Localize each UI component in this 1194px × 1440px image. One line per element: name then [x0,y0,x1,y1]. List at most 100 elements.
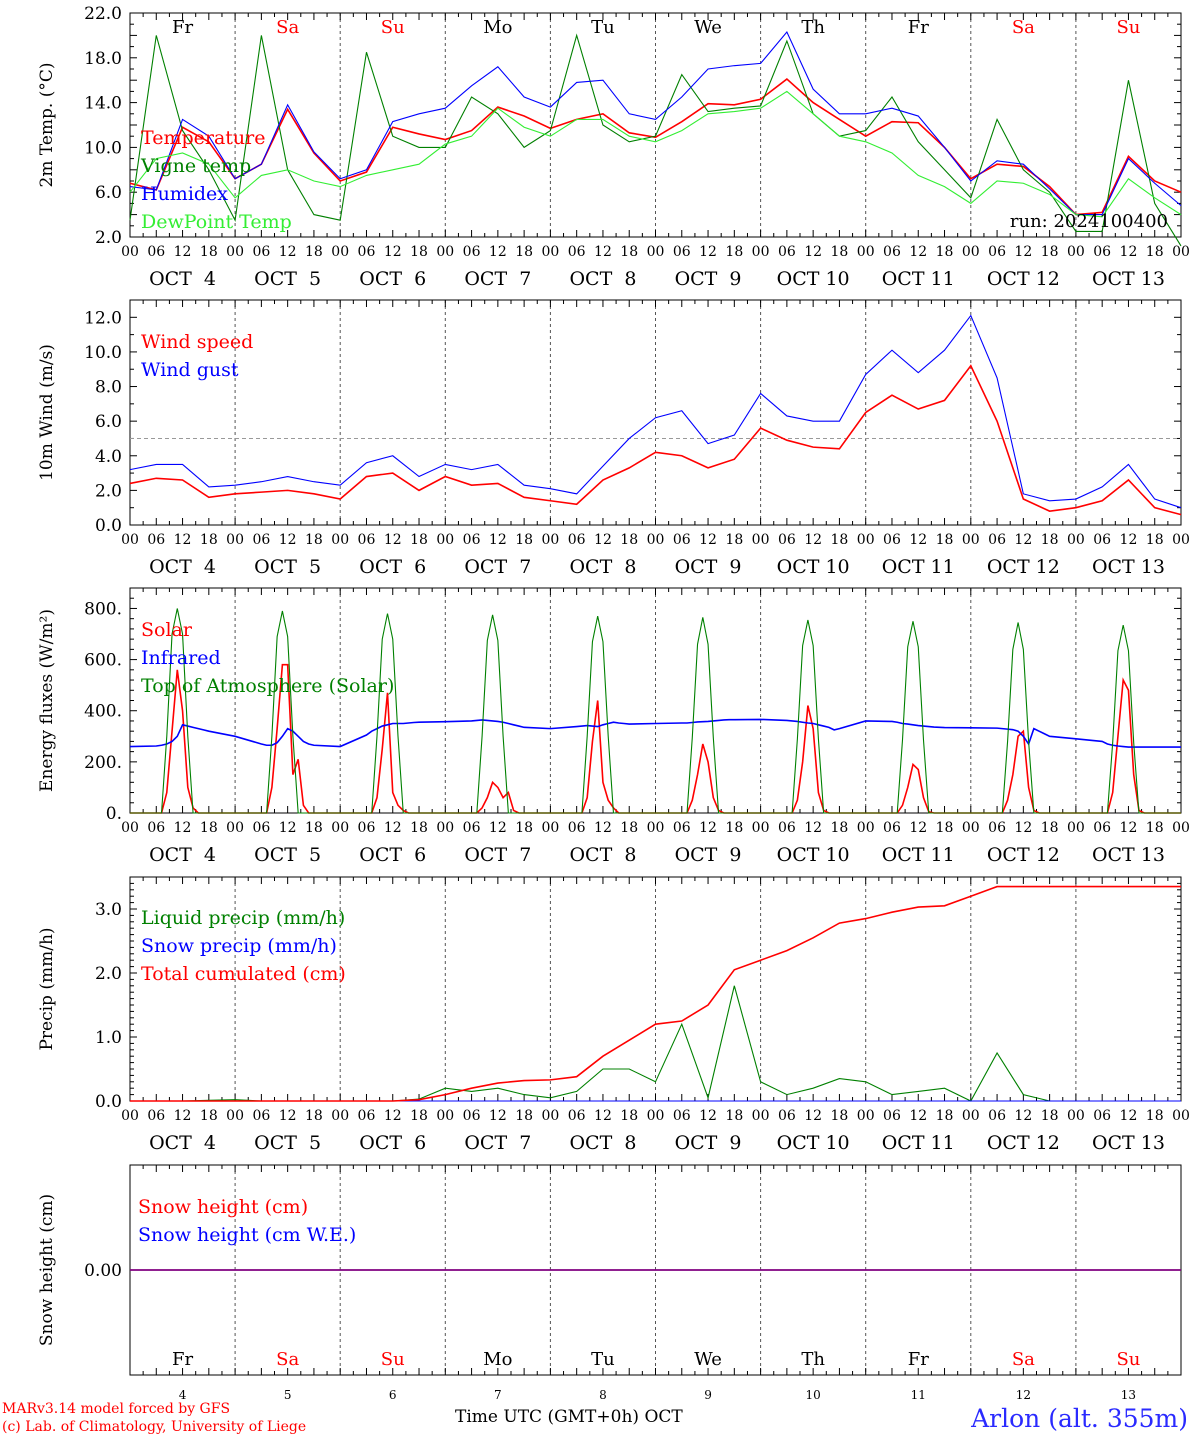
hour-label: 06 [147,244,165,260]
date-label: OCT 4 [149,556,216,578]
day-name: Th [801,1349,825,1370]
y-tick-label: 0.0 [95,1092,122,1112]
hour-label: 18 [620,532,638,548]
hour-label: 12 [804,1108,822,1124]
y-axis-title: Precip (mm/h) [37,927,57,1050]
hour-label: 06 [778,532,796,548]
date-label: OCT 6 [359,556,426,578]
hour-label: 00 [647,1108,665,1124]
hour-label: 12 [489,244,507,260]
hour-label: 00 [857,532,875,548]
hour-label: 06 [568,532,586,548]
hour-label: 12 [699,1108,717,1124]
hour-label: 18 [305,1108,323,1124]
hour-label: 00 [647,532,665,548]
hour-label: 00 [541,532,559,548]
date-label: OCT 9 [675,844,742,866]
hour-label: 00 [331,1108,349,1124]
y-tick-label: 2.0 [95,964,122,984]
day-name: Su [381,17,405,38]
hour-label: 12 [489,820,507,836]
series-line [129,314,1182,509]
hour-label: 18 [1146,1108,1164,1124]
hour-label: 06 [883,532,901,548]
y-tick-label: 10.0 [84,343,122,363]
y-tick-label: 12.0 [84,308,122,328]
hour-label: 00 [331,244,349,260]
legend-entry: Temperature [141,127,265,149]
y-axis-title: 10m Wind (m/s) [37,344,57,481]
day-name: Su [381,1349,405,1370]
date-label: OCT 7 [464,844,531,866]
y-tick-label: 3.0 [95,900,122,920]
hour-label: 18 [410,820,428,836]
hour-label: 00 [1172,244,1190,260]
day-number-label: 5 [284,1388,292,1402]
hour-label: 06 [147,532,165,548]
hour-label: 12 [699,244,717,260]
day-number-label: 6 [389,1388,397,1402]
hour-label: 12 [174,532,192,548]
hour-label: 12 [279,1108,297,1124]
hour-label: 18 [1041,532,1059,548]
hour-label: 12 [909,244,927,260]
y-tick-label: 0.00 [84,1261,122,1281]
lab-credit: (c) Lab. of Climatology, University of L… [2,1419,307,1435]
hour-label: 00 [121,532,139,548]
legend-entry: Wind speed [141,331,253,353]
hour-label: 18 [305,532,323,548]
date-label: OCT 5 [254,268,321,290]
day-name: Fr [908,1349,929,1370]
date-label: OCT 11 [882,844,955,866]
date-label: OCT 4 [149,844,216,866]
y-tick-label: 0.0 [95,516,122,536]
hour-label: 18 [1146,532,1164,548]
hour-label: 06 [147,1108,165,1124]
y-tick-label: 8.0 [95,378,122,398]
date-label: OCT 13 [1092,556,1165,578]
hour-label: 12 [489,1108,507,1124]
hour-label: 18 [936,820,954,836]
hour-label: 18 [936,1108,954,1124]
day-name: Mo [483,17,512,38]
hour-label: 12 [909,1108,927,1124]
panel-0-frame [129,12,1182,238]
hour-label: 12 [594,532,612,548]
date-label: OCT 10 [777,556,850,578]
y-tick-label: 6.0 [95,412,122,432]
date-label: OCT 5 [254,556,321,578]
legend-entry: Snow precip (mm/h) [141,935,337,957]
y-axis-title: 2m Temp. (°C) [37,62,57,187]
y-tick-label: 18.0 [84,49,122,69]
y-tick-label: 0. [106,804,122,824]
hour-label: 06 [778,820,796,836]
hour-label: 00 [647,820,665,836]
hour-label: 12 [594,1108,612,1124]
hour-label: 00 [962,1108,980,1124]
y-tick-label: 10.0 [84,138,122,158]
model-credit: MARv3.14 model forced by GFS [2,1401,231,1417]
date-label: OCT 6 [359,1132,426,1154]
day-number-label: 9 [704,1388,712,1402]
day-name: Fr [172,1349,193,1370]
hour-label: 00 [226,532,244,548]
date-label: OCT 5 [254,844,321,866]
hour-label: 18 [620,1108,638,1124]
series-line [129,90,1182,218]
series-line [129,78,1182,216]
hour-label: 00 [857,1108,875,1124]
hour-label: 18 [200,532,218,548]
hour-label: 12 [1014,244,1032,260]
hour-label: 00 [962,532,980,548]
hour-label: 00 [436,1108,454,1124]
hour-label: 06 [673,532,691,548]
hour-label: 00 [1067,820,1085,836]
hour-label: 06 [988,820,1006,836]
legend-entry: Vigne temp [140,155,251,177]
hour-label: 00 [541,820,559,836]
date-label: OCT 13 [1092,844,1165,866]
hour-label: 00 [1067,244,1085,260]
hour-label: 18 [200,244,218,260]
panel-1-frame [129,299,1182,526]
hour-label: 12 [1120,532,1138,548]
